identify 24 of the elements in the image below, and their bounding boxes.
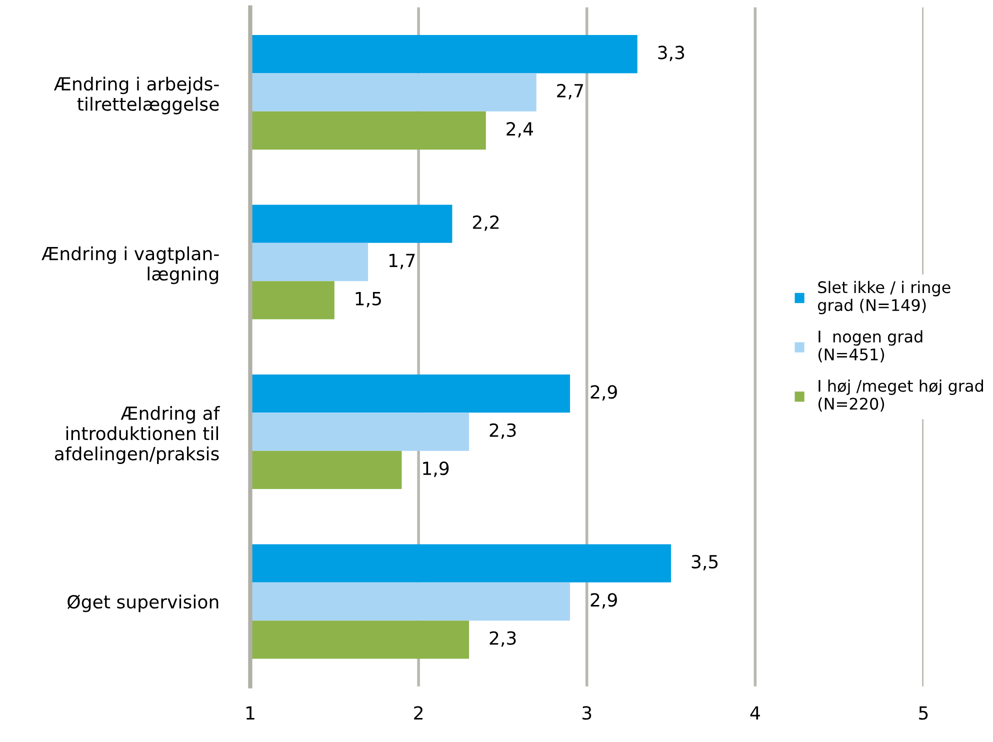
x-tick-label: 3: [582, 706, 592, 720]
y-tick-label: Øget supervision: [68, 594, 218, 612]
data-label: 3,5: [692, 554, 718, 570]
legend-label: Slet ikke / i ringe grad (N=149): [818, 280, 950, 314]
y-tick-label: Ændring i arbejds- tilrettelæggelse: [54, 76, 219, 114]
data-label: 2,9: [590, 385, 617, 401]
data-label: 3,3: [658, 46, 684, 62]
x-tick-label: 1: [246, 706, 254, 720]
data-label: 1,7: [389, 254, 415, 270]
data-label: 1,9: [423, 462, 449, 478]
data-label: 2,4: [506, 122, 534, 138]
data-label: 2,2: [472, 215, 499, 231]
x-tick-label: 2: [414, 706, 422, 720]
y-tick-label: Ændring af introduktionen til afdelingen/praksis: [54, 406, 220, 464]
y-tick-label: Ændring i vagtplan- lægning: [42, 246, 219, 284]
data-label: 1,5: [356, 292, 381, 308]
legend-label: I høj /meget høj grad (N=220): [818, 380, 983, 412]
x-tick-label: 5: [919, 706, 928, 720]
data-label: 2,3: [490, 423, 516, 439]
data-label: 2,3: [490, 631, 516, 647]
data-label: 2,7: [557, 84, 583, 100]
legend-label: I nogen grad (N=451): [818, 330, 922, 362]
data-label: 2,9: [590, 593, 617, 609]
x-tick-label: 4: [750, 706, 760, 720]
